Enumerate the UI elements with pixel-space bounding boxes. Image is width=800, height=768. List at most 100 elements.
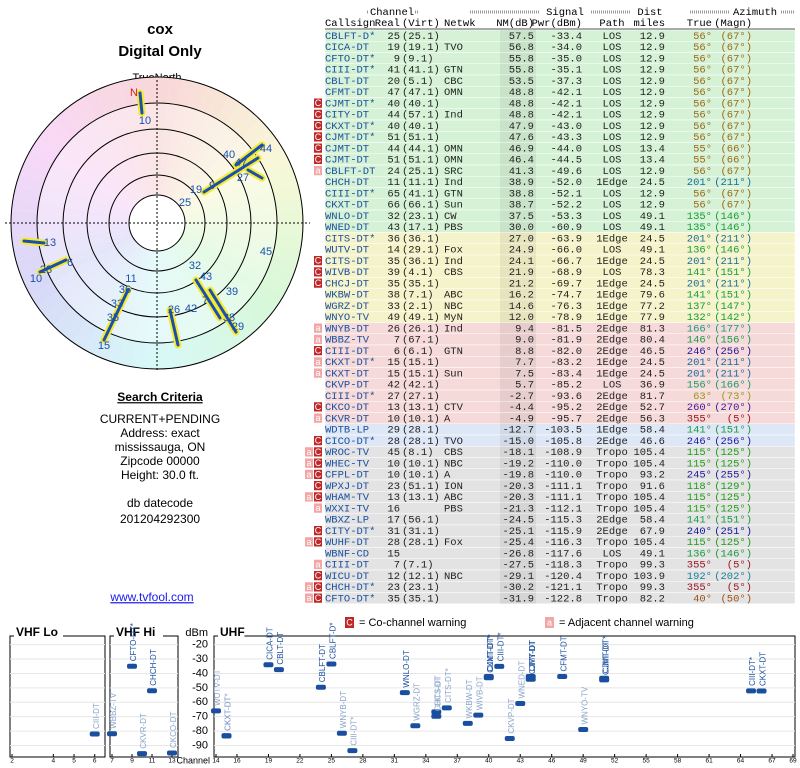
site-link[interactable]: www.tvfool.com <box>109 590 193 604</box>
station-bar <box>263 662 274 668</box>
callsign-link: CITS-DT <box>325 256 369 268</box>
polar-wedge <box>19 161 158 223</box>
table-cell: 10 <box>387 470 400 482</box>
table-cell: 38.7 <box>509 200 534 212</box>
table-cell: -53.3 <box>550 211 582 223</box>
station-bar <box>89 731 100 737</box>
nm-shade <box>500 480 536 492</box>
table-cell: 115° <box>687 537 712 549</box>
station-bar <box>557 673 568 679</box>
warning-flag: C <box>315 132 322 142</box>
table-cell: 28 <box>387 537 400 549</box>
table-cell: -118.3 <box>544 560 582 572</box>
polar-wedge <box>157 223 303 249</box>
table-cell: Tropo <box>596 571 628 583</box>
nm-shade <box>500 345 536 357</box>
table-cell: NBC <box>444 301 463 313</box>
table-cell: 355° <box>687 413 712 425</box>
table-cell: -35.0 <box>550 53 582 65</box>
table-cell: Sun <box>444 200 463 212</box>
warning-box <box>314 436 322 446</box>
band-panel <box>9 635 106 758</box>
x-tick-label: 13 <box>168 758 176 765</box>
table-cell: 12.9 <box>640 188 665 200</box>
y-tick-label: -90 <box>192 739 208 751</box>
table-cell: 56° <box>693 98 712 110</box>
warning-box <box>314 413 322 423</box>
table-cell: 49.1 <box>640 211 665 223</box>
polar-wedge <box>37 223 157 317</box>
table-cell: 21.2 <box>509 278 534 290</box>
table-cell: 2Edge <box>596 436 628 448</box>
table-cell: -52.1 <box>550 188 582 200</box>
table-cell: 12.9 <box>640 31 665 43</box>
table-cell: 38.8 <box>509 188 534 200</box>
table-cell: 23 <box>387 582 400 594</box>
table-cell: NBC <box>444 458 463 470</box>
table-cell: 56° <box>693 200 712 212</box>
polar-wedge <box>157 77 170 223</box>
table-cell: 2Edge <box>596 391 628 403</box>
table-cell: (67°) <box>720 87 752 99</box>
table-cell: 35 <box>387 593 400 605</box>
table-cell: 56° <box>693 188 712 200</box>
table-cell: (51.1) <box>402 155 440 167</box>
polar-wedge <box>157 223 284 307</box>
table-cell: (66.1) <box>402 200 440 212</box>
table-cell: (15.1) <box>402 357 440 369</box>
table-cell: -111.1 <box>544 481 582 493</box>
warning-flag: C <box>315 109 322 119</box>
column-group: Channel <box>370 7 414 19</box>
station-marker <box>38 258 68 274</box>
table-cell: 56° <box>693 87 712 99</box>
station-bar <box>578 726 589 732</box>
callsign-link: CJMT-DT* <box>325 132 375 144</box>
table-cell: -35.1 <box>550 65 582 77</box>
x-tick-label: 11 <box>149 758 156 765</box>
table-cell: -4.4 <box>509 402 534 414</box>
warning-flag: a <box>306 537 311 547</box>
nm-shade <box>500 221 536 233</box>
table-cell: (125°) <box>714 503 752 515</box>
table-cell: (67°) <box>720 76 752 88</box>
table-cell: 80.4 <box>640 335 665 347</box>
table-cell: -2.7 <box>509 391 534 403</box>
table-cell: (66°) <box>720 143 752 155</box>
polar-channel-label: 7 <box>202 295 208 307</box>
polar-channel-label: 25 <box>179 197 191 209</box>
polar-channel-label: 29 <box>232 321 244 333</box>
table-cell: (35.1) <box>402 278 440 290</box>
station-label: CKXT-DT* <box>486 635 495 672</box>
station-bar <box>211 708 221 714</box>
table-cell: 201° <box>687 278 712 290</box>
table-cell: -43.0 <box>550 121 582 133</box>
station-label: WNLO-DT <box>402 650 411 687</box>
table-cell: (50°) <box>720 593 752 605</box>
table-cell: (25.1) <box>402 31 440 43</box>
table-cell: 201° <box>687 256 712 268</box>
warning-flag: C <box>315 267 322 277</box>
polar-wedge <box>53 111 158 223</box>
warning-flag: C <box>315 154 322 164</box>
table-cell: LOS <box>603 166 622 178</box>
table-cell: 56° <box>693 42 712 54</box>
station-bar <box>315 684 326 690</box>
table-cell: 30.0 <box>509 222 534 234</box>
table-cell: (17.1) <box>402 222 440 234</box>
table-cell: 12.9 <box>640 98 665 110</box>
callsign-link: CICO-DT* <box>325 436 375 448</box>
table-cell: -115.9 <box>544 526 582 538</box>
nm-shade <box>500 255 536 267</box>
nm-shade <box>500 513 536 525</box>
table-cell: 41.3 <box>509 166 534 178</box>
table-cell: -103.5 <box>544 425 582 437</box>
table-cell: 56° <box>693 53 712 65</box>
table-cell: Ind <box>444 110 463 122</box>
polar-wedge <box>157 210 303 223</box>
nm-shade <box>500 153 536 165</box>
table-cell: 20 <box>387 76 400 88</box>
x-tick-label: 61 <box>705 758 713 765</box>
polar-channel-label: 40 <box>223 149 235 161</box>
polar-wedge <box>157 223 195 367</box>
table-cell: 141° <box>687 290 712 302</box>
